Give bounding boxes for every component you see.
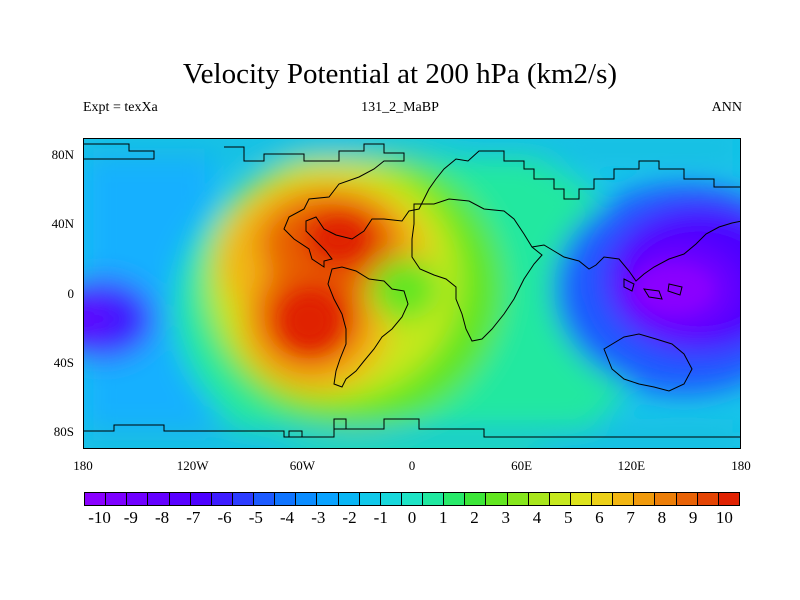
colorbar-label: -5 — [248, 508, 263, 527]
x-tick-label: 180 — [73, 458, 93, 473]
x-tick-label: 60E — [511, 458, 533, 473]
colorbar-swatch — [127, 493, 149, 505]
colorbar-label: -1 — [373, 508, 388, 527]
y-tick-label: 40N — [51, 216, 74, 232]
colorbar-swatch — [338, 493, 360, 505]
colorbar-swatch — [465, 493, 487, 505]
colorbar-label: -8 — [155, 508, 170, 527]
x-tick-label: 0 — [408, 458, 416, 473]
y-tick-label: 80N — [51, 147, 74, 163]
colorbar-swatch — [549, 493, 571, 505]
colorbar-swatch — [380, 493, 402, 505]
colorbar-swatch — [359, 493, 381, 505]
map-canvas — [84, 139, 740, 448]
colorbar-swatch — [634, 493, 656, 505]
map-plot-area — [83, 138, 741, 449]
coastline-africa — [411, 198, 543, 342]
colorbar-swatch — [275, 493, 297, 505]
colorbar-swatch — [317, 493, 339, 505]
colorbar-swatch — [718, 493, 739, 505]
coastline-north-america — [84, 143, 740, 268]
coastline-islands — [623, 278, 683, 300]
colorbar-label: 10 — [715, 508, 733, 527]
coastlines — [84, 143, 740, 438]
x-tick-label: 120E — [617, 458, 646, 473]
colorbar-swatch — [106, 493, 128, 505]
colorbar-label: -4 — [279, 508, 295, 527]
colorbar-label: 7 — [626, 508, 635, 527]
colorbar-swatch — [401, 493, 423, 505]
colorbar-label: 0 — [407, 508, 417, 527]
colorbar-swatch — [232, 493, 254, 505]
colorbar-swatch — [697, 493, 719, 505]
colorbar-swatch — [592, 493, 614, 505]
colorbar-label: 4 — [532, 508, 542, 527]
colorbar-label: 1 — [438, 508, 448, 527]
coastline-antarctica — [84, 418, 740, 438]
colorbar-swatch — [85, 493, 107, 505]
colorbar-swatch — [676, 493, 698, 505]
colorbar-label: -7 — [186, 508, 201, 527]
experiment-label: Expt = texXa — [83, 100, 158, 115]
colorbar-label: -10 — [88, 508, 111, 527]
colorbar-label: 3 — [501, 508, 510, 527]
y-tick-label: 0 — [67, 285, 75, 301]
colorbar-label: -9 — [123, 508, 138, 527]
colorbar-swatch — [613, 493, 635, 505]
colorbar-label: -3 — [311, 508, 326, 527]
coastline-australia — [603, 333, 693, 392]
colorbar-swatch — [190, 493, 212, 505]
y-tick-label: 80S — [53, 423, 74, 439]
colorbar-swatch — [423, 493, 445, 505]
colorbar-swatch — [148, 493, 170, 505]
colorbar-swatch — [655, 493, 677, 505]
case-label: 131_2_MaBP — [361, 100, 439, 115]
colorbar-label: 9 — [688, 508, 698, 527]
colorbar-swatch — [507, 493, 529, 505]
colorbar-swatch — [570, 493, 592, 505]
colorbar-swatch — [528, 493, 550, 505]
colorbar-label: 6 — [595, 508, 604, 527]
coastline-south-america — [327, 266, 409, 388]
plot-title: Velocity Potential at 200 hPa (km2/s) — [182, 58, 618, 90]
colorbar-swatch — [296, 493, 318, 505]
colorbar — [84, 492, 740, 506]
colorbar-swatch — [211, 493, 233, 505]
coastline-asia — [531, 220, 740, 282]
colorbar-label: 5 — [563, 508, 573, 527]
y-tick-label: 40S — [53, 354, 74, 370]
colorbar-label: -6 — [217, 508, 232, 527]
x-tick-label: 120W — [176, 458, 209, 473]
colorbar-swatch — [486, 493, 508, 505]
colorbar-swatch — [444, 493, 466, 505]
colorbar-label: 2 — [470, 508, 479, 527]
colorbar-label: 8 — [657, 508, 667, 527]
colorbar-swatch — [254, 493, 276, 505]
x-tick-label: 180 — [731, 458, 751, 473]
colorbar-swatch — [169, 493, 191, 505]
colorbar-label: -2 — [342, 508, 357, 527]
x-tick-label: 60W — [289, 458, 315, 473]
season-label: ANN — [711, 100, 742, 115]
